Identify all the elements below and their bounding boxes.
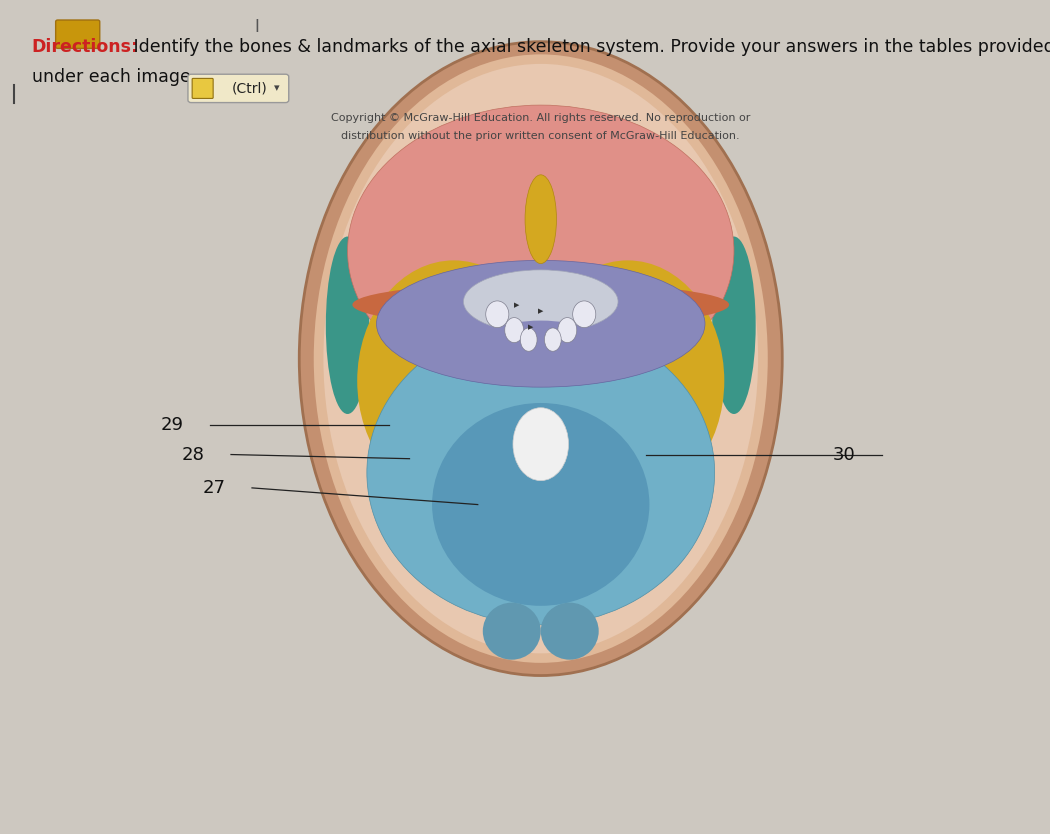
Text: 30: 30 bbox=[833, 445, 856, 464]
Ellipse shape bbox=[348, 105, 734, 397]
Ellipse shape bbox=[483, 603, 541, 660]
Text: 29: 29 bbox=[161, 416, 184, 435]
Text: Directions:: Directions: bbox=[32, 38, 139, 56]
Ellipse shape bbox=[326, 237, 370, 414]
Text: ▶: ▶ bbox=[513, 302, 520, 308]
Text: distribution without the prior written consent of McGraw-Hill Education.: distribution without the prior written c… bbox=[341, 131, 740, 141]
Text: 28: 28 bbox=[182, 445, 205, 464]
Ellipse shape bbox=[531, 260, 724, 501]
FancyBboxPatch shape bbox=[56, 20, 100, 48]
Ellipse shape bbox=[513, 408, 568, 480]
Text: (Ctrl): (Ctrl) bbox=[232, 82, 268, 95]
Ellipse shape bbox=[314, 54, 768, 663]
Ellipse shape bbox=[505, 318, 524, 343]
Ellipse shape bbox=[486, 301, 509, 328]
Text: Identify the bones & landmarks of the axial skeleton system. Provide your answer: Identify the bones & landmarks of the ax… bbox=[128, 38, 1050, 56]
Ellipse shape bbox=[323, 64, 758, 653]
Ellipse shape bbox=[353, 283, 729, 327]
Ellipse shape bbox=[357, 260, 550, 501]
Ellipse shape bbox=[712, 237, 756, 414]
Ellipse shape bbox=[558, 318, 576, 343]
FancyBboxPatch shape bbox=[192, 78, 213, 98]
Ellipse shape bbox=[377, 260, 705, 387]
Text: under each image.: under each image. bbox=[32, 68, 196, 87]
Text: 27: 27 bbox=[203, 479, 226, 497]
Ellipse shape bbox=[468, 320, 613, 384]
Ellipse shape bbox=[521, 328, 538, 351]
Ellipse shape bbox=[433, 403, 649, 605]
Ellipse shape bbox=[299, 42, 782, 676]
Ellipse shape bbox=[544, 328, 561, 351]
Ellipse shape bbox=[572, 301, 595, 328]
Ellipse shape bbox=[541, 603, 598, 660]
Ellipse shape bbox=[463, 270, 618, 334]
Ellipse shape bbox=[525, 175, 556, 264]
Text: Copyright © McGraw-Hill Education. All rights reserved. No reproduction or: Copyright © McGraw-Hill Education. All r… bbox=[331, 113, 751, 123]
Text: ▾: ▾ bbox=[274, 83, 280, 93]
Text: ▶: ▶ bbox=[538, 308, 544, 314]
Ellipse shape bbox=[366, 320, 715, 625]
FancyBboxPatch shape bbox=[188, 74, 289, 103]
Text: ▶: ▶ bbox=[528, 324, 533, 330]
Text: I: I bbox=[255, 18, 259, 37]
